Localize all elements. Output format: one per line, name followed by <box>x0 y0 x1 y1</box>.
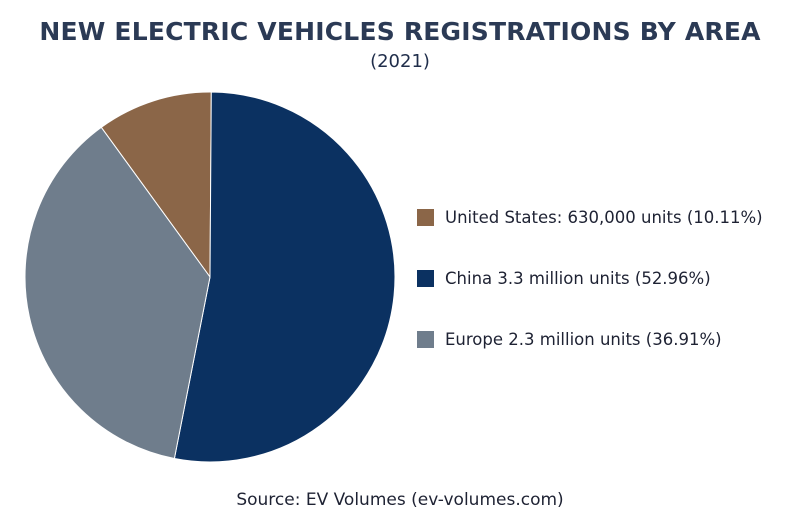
legend-item-china: China 3.3 million units (52.96%) <box>417 266 763 290</box>
pie-slice-europe <box>24 126 211 460</box>
legend-item-europe: Europe 2.3 million units (36.91%) <box>417 327 763 351</box>
legend-swatch-united-states <box>417 208 434 226</box>
pie-slice-china <box>173 91 396 463</box>
legend-swatch-europe <box>417 330 434 348</box>
chart-subtitle: (2021) <box>370 51 430 72</box>
legend: United States: 630,000 units (10.11%) Ch… <box>417 205 763 388</box>
legend-item-united-states: United States: 630,000 units (10.11%) <box>417 205 763 229</box>
pie-slices <box>24 91 396 463</box>
pie-slice-united-states <box>100 91 212 279</box>
legend-label-united-states: United States: 630,000 units (10.11%) <box>445 207 763 227</box>
legend-swatch-china <box>417 269 434 287</box>
legend-label-europe: Europe 2.3 million units (36.91%) <box>445 329 722 349</box>
chart-title: NEW ELECTRIC VEHICLES REGISTRATIONS BY A… <box>39 17 761 46</box>
legend-label-china: China 3.3 million units (52.96%) <box>445 268 711 288</box>
chart-source: Source: EV Volumes (ev-volumes.com) <box>236 490 564 510</box>
